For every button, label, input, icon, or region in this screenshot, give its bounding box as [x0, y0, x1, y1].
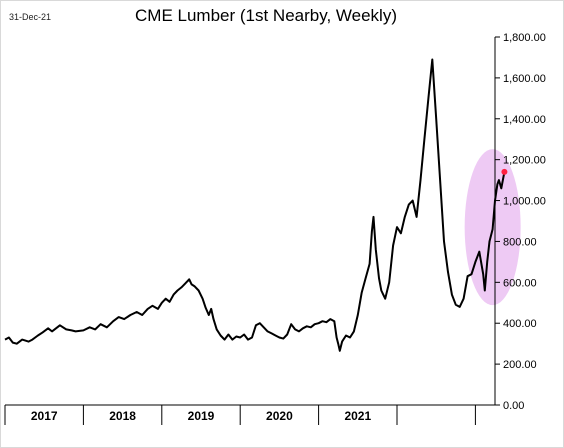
- y-tick-label: 1,400.00: [503, 114, 546, 126]
- chart-title: CME Lumber (1st Nearby, Weekly): [135, 6, 397, 25]
- y-tick-label: 1,600.00: [503, 73, 546, 85]
- axes-layer: [4, 36, 500, 425]
- x-tick-label: 2018: [109, 409, 136, 423]
- last-value-marker: [501, 168, 508, 175]
- y-tick-label: 1,000.00: [503, 196, 546, 208]
- x-tick-labels: 2017 2018 2019 2020 2021: [31, 409, 372, 423]
- x-tick-label: 2020: [266, 409, 293, 423]
- y-tick-label: 1,800.00: [503, 32, 546, 44]
- date-label: 31-Dec-21: [9, 12, 51, 22]
- y-tick-label: 600.00: [503, 277, 537, 289]
- x-tick-label: 2021: [344, 409, 371, 423]
- y-tick-label: 800.00: [503, 236, 537, 248]
- y-tick-label: 0.00: [503, 400, 524, 412]
- lumber-price-line: [4, 58, 506, 352]
- y-tick-label: 200.00: [503, 359, 537, 371]
- series-layer: [4, 58, 508, 352]
- x-tick-label: 2017: [31, 409, 58, 423]
- x-tick-label: 2019: [188, 409, 215, 423]
- y-tick-label: 400.00: [503, 318, 537, 330]
- y-tick-label: 1,200.00: [503, 155, 546, 167]
- y-tick-labels: 0.00 200.00 400.00 600.00 800.00 1,000.00 1,20…: [503, 32, 546, 412]
